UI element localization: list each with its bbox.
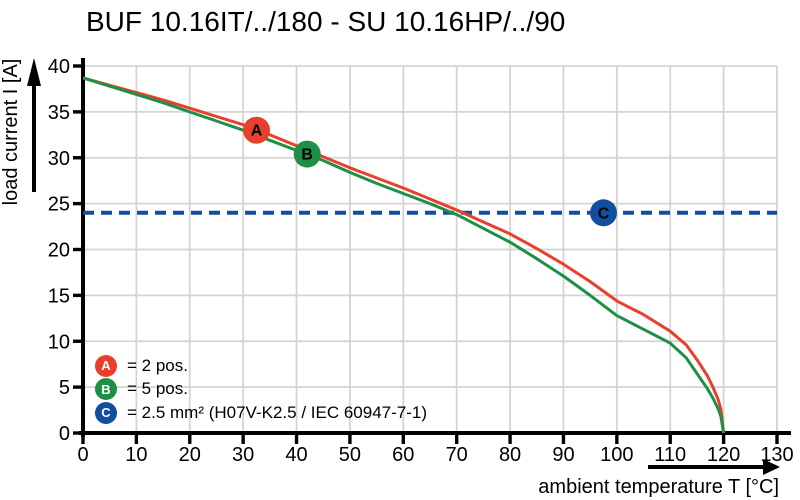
legend-c-label: = 2.5 mm² (H07V-K2.5 / IEC 60947-7-1) <box>127 402 427 422</box>
marker-c-letter: C <box>598 205 610 222</box>
legend-c-letter: C <box>101 405 111 421</box>
x-tick-label: 0 <box>77 444 88 466</box>
legend-row-5pos: B = 5 pos. <box>95 378 427 402</box>
curve-5-pos- <box>82 76 726 434</box>
x-tick-label: 80 <box>499 444 521 466</box>
legend-row-2pos: A = 2 pos. <box>95 354 427 378</box>
marker-b: B <box>293 140 321 168</box>
legend-a-icon: A <box>95 354 117 377</box>
y-tick-label: 15 <box>48 285 70 307</box>
x-tick-label: 10 <box>125 444 147 466</box>
marker-a-letter: A <box>251 123 263 140</box>
x-tick-label: 100 <box>600 444 633 466</box>
y-tick-label: 5 <box>59 377 70 399</box>
tick-labels: 0 5 10 15 20 25 30 35 40 0 10 20 30 40 50 60 70 80 90 100 11… <box>48 56 794 466</box>
legend-b-letter: B <box>101 381 111 397</box>
x-tick-label: 60 <box>392 444 414 466</box>
x-tick-label: 20 <box>179 444 201 466</box>
marker-a: A <box>243 116 270 144</box>
x-tick-label: 130 <box>760 444 793 466</box>
x-axis-title: ambient temperature T [°C] <box>538 476 779 498</box>
marker-b-letter: B <box>301 147 313 164</box>
x-tick-label: 30 <box>232 444 254 466</box>
y-tick-label: 0 <box>59 423 70 445</box>
y-tick-label: 20 <box>48 240 70 262</box>
legend-a-label: = 2 pos. <box>127 355 188 375</box>
legend-row-wire: C = 2.5 mm² (H07V-K2.5 / IEC 60947-7-1) <box>95 401 427 425</box>
x-tick-label: 120 <box>707 444 740 466</box>
curve-2-pos- <box>82 76 726 434</box>
x-axis-arrow-icon <box>648 459 780 475</box>
y-axis-title: load current I [A] <box>0 59 22 206</box>
x-tick-label: 110 <box>654 444 686 466</box>
y-axis-arrow-icon <box>27 58 41 192</box>
tick-marks <box>73 64 779 444</box>
legend-b-label: = 5 pos. <box>127 379 188 399</box>
chart-legend: A = 2 pos. B = 5 pos. C = 2.5 mm² (H07V-… <box>95 354 427 425</box>
gridlines <box>83 65 778 433</box>
y-tick-label: 25 <box>48 194 70 216</box>
x-tick-label: 50 <box>339 444 361 466</box>
legend-a-letter: A <box>101 358 111 374</box>
page-title: BUF 10.16IT/../180 - SU 10.16HP/../90 <box>86 6 566 37</box>
x-tick-label: 40 <box>285 444 307 466</box>
y-tick-label: 40 <box>48 56 70 78</box>
legend-c-icon: C <box>95 401 117 424</box>
axes <box>79 58 791 437</box>
y-tick-label: 10 <box>48 331 70 353</box>
x-tick-label: 70 <box>446 444 468 466</box>
y-tick-label: 30 <box>48 148 70 170</box>
x-tick-label: 90 <box>552 444 574 466</box>
marker-c: C <box>590 199 617 227</box>
y-tick-label: 35 <box>48 102 70 124</box>
legend-b-icon: B <box>95 378 117 401</box>
